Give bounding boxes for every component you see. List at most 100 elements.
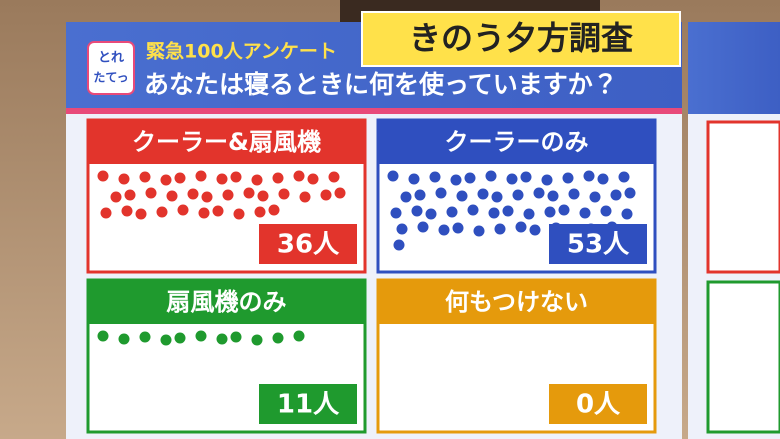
panel-title-band [378,120,655,164]
dot [195,170,207,182]
dot [390,207,402,219]
dot [139,171,151,183]
dot [251,334,263,346]
next-panel-red [706,120,780,274]
badge-line: たてっ [93,71,128,85]
dot [293,330,305,342]
dot [243,187,255,199]
dot [515,221,527,233]
badge [87,41,135,95]
count: 53人 [567,230,630,260]
dot [272,332,284,344]
dot [583,170,595,182]
dot [174,332,186,344]
dot [135,208,147,220]
dot [177,204,189,216]
count-box [549,384,647,424]
dot [198,207,210,219]
tag-box [361,11,681,67]
dot [435,187,447,199]
panel-title: クーラーのみ [445,128,589,156]
dot [299,191,311,203]
dot [222,189,234,201]
dot [621,208,633,220]
next-board-header [688,22,780,114]
dot [396,223,408,235]
dot [216,173,228,185]
dot [456,190,468,202]
dot [477,188,489,200]
dot [334,187,346,199]
panel-title-band [88,120,365,164]
dot [506,173,518,185]
count-box [259,224,357,264]
dot [328,171,340,183]
dot [450,174,462,186]
dot [254,206,266,218]
dot [485,170,497,182]
dot [160,334,172,346]
dot [201,191,213,203]
dot [523,208,535,220]
dot [268,204,280,216]
dot [502,205,514,217]
dot [417,221,429,233]
count: 36人 [277,230,340,260]
dot [520,171,532,183]
dot [230,171,242,183]
dot [610,189,622,201]
panel-title-band [88,280,365,324]
panel-title: 何もつけない [445,288,588,316]
dot [233,208,245,220]
dot [512,189,524,201]
dot [387,170,399,182]
dot [558,204,570,216]
dot [278,188,290,200]
dot [400,191,412,203]
dot [452,222,464,234]
dot [124,189,136,201]
panel-title: クーラー&扇風機 [132,128,321,156]
count: 11人 [277,390,340,420]
dot [414,189,426,201]
dot [438,224,450,236]
panel-title: 扇風機のみ [166,288,287,316]
dot [216,333,228,345]
dot [251,174,263,186]
dot [293,170,305,182]
dot [408,173,420,185]
dot [195,330,207,342]
dot [320,189,332,201]
dot [467,204,479,216]
dot [618,171,630,183]
dot [156,206,168,218]
dot [212,205,224,217]
dot [145,187,157,199]
tag: きのう夕方調査 [409,19,633,57]
dot [589,191,601,203]
dot [579,207,591,219]
dot [464,172,476,184]
dot [166,190,178,202]
dot [118,333,130,345]
dot [187,188,199,200]
dot [230,331,242,343]
dot [393,239,405,251]
dot [139,331,151,343]
dot [600,205,612,217]
dot [597,173,609,185]
next-panel-green [706,280,780,434]
dot [429,171,441,183]
count: 0人 [576,390,621,420]
dot [425,208,437,220]
dot [411,205,423,217]
dot [473,225,485,237]
dot [97,170,109,182]
dot [446,206,458,218]
dot [307,173,319,185]
dot [568,188,580,200]
dot [624,187,636,199]
